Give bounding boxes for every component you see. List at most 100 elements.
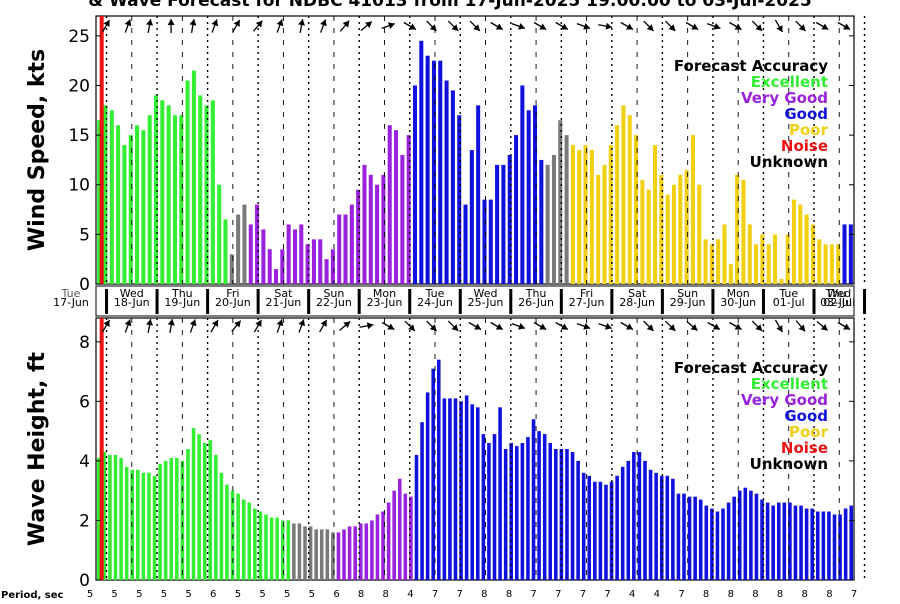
day-boundary-mark bbox=[155, 289, 159, 314]
bar bbox=[169, 457, 174, 580]
arrow-head bbox=[560, 323, 568, 330]
bar bbox=[810, 508, 814, 580]
bar bbox=[241, 499, 246, 580]
period-value: 7 bbox=[530, 589, 536, 600]
direction-arrow bbox=[252, 20, 263, 32]
direction-arrow bbox=[706, 22, 721, 30]
legend-item: Excellent bbox=[751, 375, 828, 393]
legend-title: Forecast Accuracy bbox=[674, 359, 828, 377]
y-tick-label: 25 bbox=[68, 27, 90, 47]
bar bbox=[470, 404, 474, 580]
arrow-head bbox=[734, 23, 742, 30]
bar bbox=[843, 508, 848, 580]
direction-arrow bbox=[298, 18, 306, 34]
bar bbox=[793, 505, 798, 580]
direction-arrow bbox=[729, 21, 742, 31]
direction-arrow bbox=[816, 321, 829, 331]
bar bbox=[565, 449, 569, 580]
bar bbox=[185, 80, 190, 285]
bar bbox=[248, 224, 253, 284]
date-label: 24-Jun bbox=[417, 296, 453, 309]
bar bbox=[147, 115, 152, 284]
bar bbox=[436, 359, 441, 580]
day-label: Mon bbox=[727, 287, 750, 300]
arrow-head bbox=[255, 319, 262, 327]
date-label: 21-Jun bbox=[266, 296, 302, 309]
bar bbox=[381, 511, 385, 580]
period-value: 8 bbox=[777, 589, 783, 600]
bar bbox=[141, 130, 146, 284]
bar bbox=[779, 279, 784, 284]
bar bbox=[495, 164, 500, 284]
direction-arrow bbox=[533, 321, 547, 331]
bar bbox=[97, 120, 102, 284]
arrow-head bbox=[387, 22, 395, 29]
bar bbox=[515, 446, 519, 580]
direction-arrow bbox=[426, 20, 438, 32]
bar bbox=[788, 502, 792, 580]
period-value: 5 bbox=[185, 589, 191, 600]
chart-title: & Wave Forecast for NDBC 41013 from 17-J… bbox=[88, 0, 811, 11]
bar bbox=[191, 428, 196, 580]
bar bbox=[576, 460, 580, 580]
day-boundary-mark bbox=[458, 289, 462, 314]
bar bbox=[632, 451, 636, 580]
bar bbox=[548, 443, 553, 580]
bar bbox=[400, 154, 405, 284]
bar bbox=[318, 239, 323, 284]
bar bbox=[676, 493, 681, 580]
direction-arrow bbox=[795, 320, 806, 332]
bar bbox=[551, 154, 556, 284]
direction-arrow bbox=[620, 21, 634, 31]
direction-arrow bbox=[189, 319, 197, 333]
bar bbox=[166, 105, 171, 284]
period-value: 6 bbox=[210, 589, 216, 600]
bar bbox=[152, 475, 157, 580]
bar bbox=[219, 472, 224, 580]
direction-arrow bbox=[685, 21, 699, 31]
bar bbox=[559, 449, 564, 580]
day-boundary-mark bbox=[206, 289, 210, 314]
direction-arrow bbox=[774, 19, 783, 33]
direction-arrow bbox=[490, 321, 504, 331]
direction-arrow bbox=[339, 321, 351, 331]
direction-arrow bbox=[511, 22, 526, 30]
period-axis-label: Period, sec bbox=[1, 590, 64, 600]
bar bbox=[409, 496, 413, 580]
day-label: Wed bbox=[474, 287, 498, 300]
arrow-head bbox=[211, 19, 219, 27]
date-label: 02-Jul bbox=[823, 296, 855, 309]
day-label: Tue bbox=[778, 287, 798, 300]
bar bbox=[459, 401, 463, 580]
bar bbox=[848, 224, 853, 284]
bar bbox=[732, 496, 736, 580]
day-label: Thu bbox=[825, 287, 847, 300]
bar bbox=[637, 451, 642, 580]
bar bbox=[113, 454, 118, 580]
arrow-head bbox=[365, 21, 372, 29]
bar bbox=[532, 105, 538, 284]
y-tick-label: 0 bbox=[79, 275, 90, 295]
arrow-head bbox=[583, 323, 591, 330]
bar bbox=[665, 475, 670, 580]
period-value: 5 bbox=[111, 589, 117, 600]
bar bbox=[514, 135, 519, 284]
bar bbox=[342, 529, 346, 580]
arrow-head bbox=[408, 324, 415, 331]
bar bbox=[331, 532, 335, 580]
bar bbox=[488, 199, 493, 284]
period-value: 7 bbox=[851, 589, 857, 600]
arrow-head bbox=[429, 324, 437, 331]
direction-arrow bbox=[620, 321, 634, 331]
direction-arrow bbox=[167, 318, 175, 334]
bar bbox=[448, 398, 452, 580]
bar bbox=[626, 460, 631, 580]
direction-arrow bbox=[231, 320, 242, 332]
bar bbox=[419, 40, 424, 285]
date-label: 01-Jul bbox=[773, 296, 805, 309]
bar bbox=[464, 395, 469, 580]
period-value: 8 bbox=[481, 589, 487, 600]
direction-arrow bbox=[359, 322, 374, 330]
bar bbox=[229, 254, 234, 284]
